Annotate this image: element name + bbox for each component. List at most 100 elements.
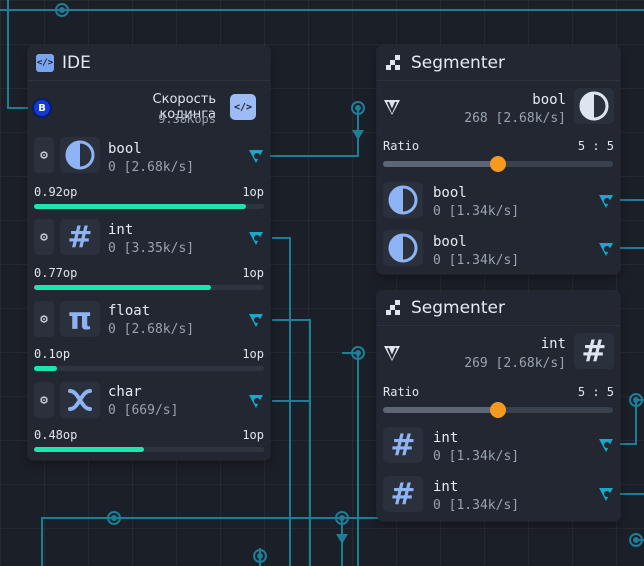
hash-tile: # bbox=[574, 333, 614, 369]
hash-tile: # bbox=[383, 427, 423, 463]
row-name: int bbox=[108, 222, 134, 238]
right-value: 1op bbox=[242, 428, 264, 442]
row-rate: 0 [669/s] bbox=[108, 403, 179, 418]
pi-tile: π bbox=[60, 301, 100, 337]
input-rate: 268 [2.68k/s] bbox=[464, 111, 566, 126]
hash-icon: # bbox=[390, 427, 416, 463]
output-port-icon[interactable] bbox=[248, 393, 264, 409]
settings-button[interactable]: ⚙ bbox=[34, 301, 54, 337]
half-circle-icon bbox=[65, 140, 95, 170]
ratio-value: 5 : 5 bbox=[577, 139, 614, 153]
segmenter-icon bbox=[386, 55, 400, 70]
ratio-slider-knob[interactable] bbox=[490, 402, 506, 418]
output-name: bool bbox=[433, 185, 467, 201]
output-port-icon[interactable] bbox=[248, 148, 264, 164]
hash-tile: # bbox=[60, 219, 100, 255]
row-rate: 0 [3.35k/s] bbox=[108, 241, 195, 256]
gear-icon: ⚙ bbox=[40, 392, 48, 408]
progress-fill bbox=[34, 285, 212, 290]
gear-icon: ⚙ bbox=[40, 229, 48, 245]
segmenter-node-1[interactable]: Segmenter bool 268 [2.68k/s] Ratio 5 : 5… bbox=[377, 46, 620, 274]
output-port-icon[interactable] bbox=[598, 193, 614, 209]
gear-icon: ⚙ bbox=[40, 147, 48, 163]
half-circle-icon bbox=[579, 91, 609, 121]
ratio-slider[interactable] bbox=[383, 156, 613, 172]
ratio-slider[interactable] bbox=[383, 402, 613, 418]
right-value: 1op bbox=[242, 185, 264, 199]
settings-button[interactable]: ⚙ bbox=[34, 382, 54, 418]
segmenter-title: Segmenter bbox=[411, 53, 505, 73]
progress-track bbox=[34, 447, 264, 452]
progress-fill bbox=[34, 366, 57, 371]
left-value: 0.1op bbox=[34, 347, 71, 361]
segmenter-icon bbox=[386, 300, 400, 315]
segmenter-header[interactable]: Segmenter bbox=[377, 291, 620, 326]
ide-node[interactable]: </> IDE B Скорость кодинга 9.38Kops </> … bbox=[28, 46, 270, 460]
output-rate: 0 [1.34k/s] bbox=[433, 449, 520, 464]
row-name: bool bbox=[108, 141, 142, 157]
left-value: 0.48op bbox=[34, 428, 78, 442]
shuffle-icon bbox=[68, 389, 92, 411]
shuffle-tile bbox=[60, 382, 100, 418]
half-circle-icon bbox=[388, 185, 418, 215]
progress-track bbox=[34, 366, 264, 371]
ratio-slider-fill bbox=[383, 161, 498, 167]
half-circle-tile bbox=[383, 182, 423, 218]
output-rate: 0 [1.34k/s] bbox=[433, 498, 520, 513]
segmenter-node-2[interactable]: Segmenter int 269 [2.68k/s] # Ratio 5 : … bbox=[377, 291, 620, 521]
input-name: int bbox=[540, 336, 566, 352]
output-port-icon[interactable] bbox=[598, 437, 614, 453]
speed-label: Скорость кодинга bbox=[152, 92, 216, 122]
input-name: bool bbox=[532, 92, 566, 108]
b-badge-letter: B bbox=[38, 102, 46, 114]
input-port-icon[interactable] bbox=[383, 98, 401, 116]
hash-icon: # bbox=[581, 333, 607, 369]
hash-icon: # bbox=[67, 219, 93, 255]
right-value: 1op bbox=[242, 266, 264, 280]
code-icon: </> bbox=[233, 101, 253, 113]
ratio-slider-knob[interactable] bbox=[490, 156, 506, 172]
row-rate: 0 [2.68k/s] bbox=[108, 322, 195, 337]
row-name: char bbox=[108, 384, 142, 400]
half-circle-icon bbox=[388, 233, 418, 263]
row-rate: 0 [2.68k/s] bbox=[108, 160, 195, 175]
settings-button[interactable]: ⚙ bbox=[34, 137, 54, 173]
input-port-icon[interactable] bbox=[383, 344, 401, 362]
hash-icon: # bbox=[390, 476, 416, 512]
output-name: int bbox=[433, 479, 459, 495]
progress-track bbox=[34, 285, 264, 290]
output-name: int bbox=[433, 430, 459, 446]
ratio-label: Ratio bbox=[383, 139, 420, 153]
b-badge-button[interactable]: B bbox=[32, 98, 52, 118]
half-circle-tile bbox=[574, 88, 614, 124]
ratio-slider-fill bbox=[383, 407, 498, 413]
half-circle-tile bbox=[60, 137, 100, 173]
output-port-icon[interactable] bbox=[598, 241, 614, 257]
hash-tile: # bbox=[383, 476, 423, 512]
speed-value: 9.38Kops bbox=[158, 112, 216, 126]
ratio-value: 5 : 5 bbox=[577, 385, 614, 399]
output-port-icon[interactable] bbox=[598, 486, 614, 502]
output-port-icon[interactable] bbox=[248, 312, 264, 328]
pi-icon: π bbox=[68, 301, 92, 337]
settings-button[interactable]: ⚙ bbox=[34, 219, 54, 255]
output-rate: 0 [1.34k/s] bbox=[433, 253, 520, 268]
progress-track bbox=[34, 204, 264, 209]
code-button[interactable]: </> bbox=[230, 94, 256, 120]
code-icon: </> bbox=[36, 54, 54, 72]
progress-fill bbox=[34, 204, 246, 209]
gear-icon: ⚙ bbox=[40, 311, 48, 327]
output-name: bool bbox=[433, 234, 467, 250]
segmenter-header[interactable]: Segmenter bbox=[377, 46, 620, 81]
left-value: 0.92op bbox=[34, 185, 78, 199]
output-rate: 0 [1.34k/s] bbox=[433, 204, 520, 219]
row-name: float bbox=[108, 303, 151, 319]
half-circle-tile bbox=[383, 230, 423, 266]
right-value: 1op bbox=[242, 347, 264, 361]
ide-node-header[interactable]: </> IDE bbox=[28, 46, 270, 81]
segmenter-title: Segmenter bbox=[411, 298, 505, 318]
left-value: 0.77op bbox=[34, 266, 78, 280]
ratio-label: Ratio bbox=[383, 385, 420, 399]
output-port-icon[interactable] bbox=[248, 230, 264, 246]
